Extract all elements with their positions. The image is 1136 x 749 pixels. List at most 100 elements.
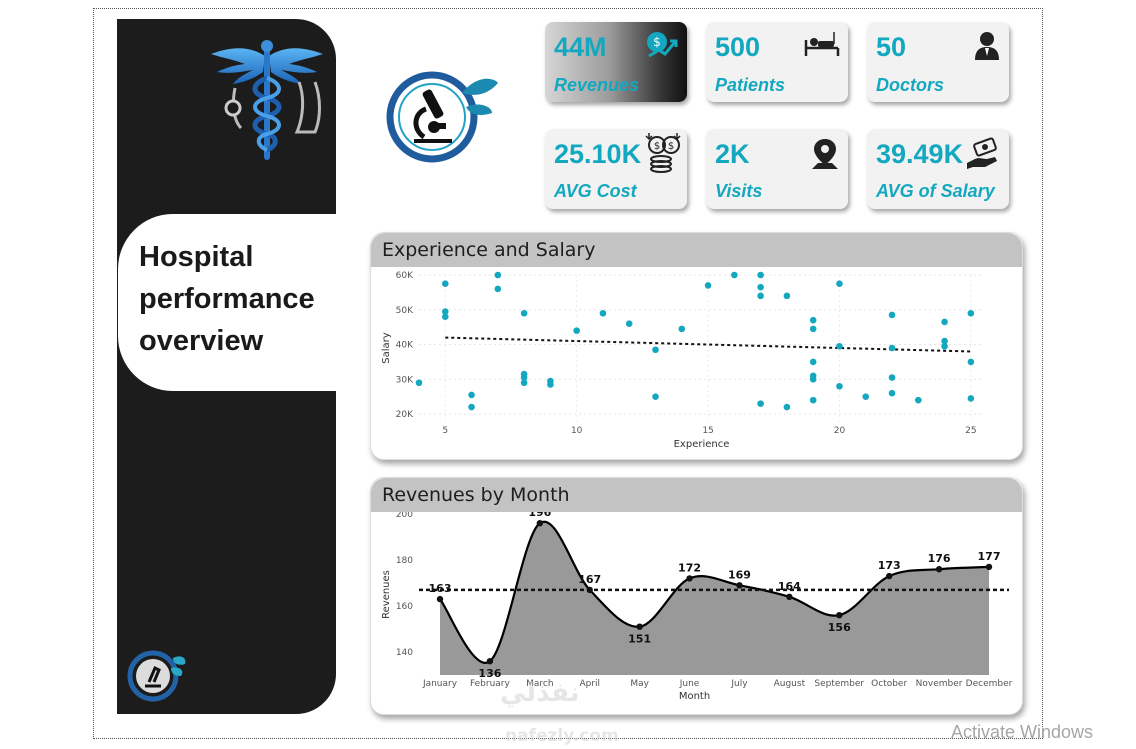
hospital-logo-small (127, 650, 186, 702)
kpi-value: 39.49K (876, 139, 964, 169)
scatter-point (967, 395, 975, 402)
scatter-point (809, 316, 817, 324)
scatter-point (783, 403, 791, 411)
x-tick-label: November (916, 679, 963, 689)
x-tick-label: June (679, 679, 700, 689)
scatter-point (862, 393, 870, 400)
kpi-label: Doctors (876, 75, 945, 95)
scatter-point (757, 271, 764, 279)
data-point (486, 658, 494, 665)
scatter-point (731, 271, 738, 279)
data-label: 151 (628, 633, 651, 646)
data-point (686, 575, 693, 582)
data-point (536, 520, 544, 527)
kpi-patients: 500 Patients (706, 22, 848, 102)
scatter-point (836, 382, 843, 390)
revenues-month-title: Revenues by Month (382, 484, 570, 506)
scatter-point (809, 358, 817, 366)
kpi-label: AVG Cost (554, 181, 637, 201)
y-tick-label: 30K (396, 375, 414, 385)
scatter-point (941, 337, 948, 345)
x-tick-label: 25 (965, 426, 976, 436)
data-point (786, 593, 793, 600)
scatter-point (468, 391, 475, 399)
x-tick-label: March (526, 679, 553, 689)
scatter-point (704, 282, 712, 289)
scatter-point (967, 309, 975, 317)
x-tick-label: 20 (834, 426, 846, 436)
svg-text:$: $ (654, 141, 660, 152)
data-label: 177 (978, 550, 1001, 563)
scatter-point (520, 379, 528, 387)
kpi-avg-salary: 39.49K AVG of Salary (867, 129, 1009, 209)
data-label: 156 (828, 621, 851, 634)
scatter-point (809, 396, 817, 404)
data-point (586, 586, 593, 594)
kpi-value: 50 (876, 32, 907, 62)
scatter-point (652, 393, 659, 400)
x-tick-label: 5 (442, 426, 448, 436)
data-label: 176 (928, 552, 951, 565)
kpi-label: Revenues (554, 75, 640, 95)
salary-hand-icon (967, 137, 997, 169)
scatter-point (941, 342, 948, 350)
data-point (836, 612, 843, 619)
x-tick-label: 10 (571, 426, 583, 436)
trend-line (445, 336, 971, 353)
x-tick-label: May (630, 679, 649, 689)
experience-salary-chart: 20K 30K 40K 50K 60K 5 10 15 20 25 Experience Salary (381, 271, 984, 450)
scatter-point (888, 344, 896, 352)
data-label: 173 (878, 559, 901, 572)
kpi-value: 25.10K (554, 139, 642, 169)
scatter-point (757, 292, 764, 300)
data-label: 167 (578, 573, 601, 586)
x-tick-label: July (730, 679, 748, 689)
scatter-point (415, 379, 423, 387)
data-label: 169 (728, 568, 751, 581)
kpi-doctors: 50 Doctors (867, 22, 1009, 102)
scatter-point (836, 342, 843, 350)
data-point (935, 566, 943, 573)
y-tick-label: 160 (396, 602, 413, 612)
y-tick-label: 20K (396, 410, 414, 420)
x-tick-label: September (814, 679, 864, 689)
title-line-1: Hospital (139, 241, 254, 273)
watermark-site: nafezly.com (505, 726, 619, 746)
scatter-point (915, 396, 922, 404)
x-axis-label: Experience (674, 439, 730, 450)
map-pin-icon (812, 139, 838, 169)
kpi-revenues: 44M Revenues $ (545, 22, 687, 102)
scatter-point (652, 346, 659, 354)
experience-salary-title: Experience and Salary (382, 239, 596, 261)
data-label: 163 (429, 582, 452, 595)
scatter-point (757, 400, 764, 407)
activate-windows-watermark: Activate Windows (951, 722, 1094, 742)
scatter-point (468, 403, 475, 411)
scatter-point (888, 374, 896, 381)
y-tick-label: 180 (396, 556, 413, 566)
y-tick-label: 60K (396, 271, 414, 281)
doctor-icon (975, 32, 999, 60)
y-tick-label: 200 (396, 510, 413, 520)
experience-salary-panel: 20K 30K 40K 50K 60K 5 10 15 20 25 Experience Salary… (370, 232, 1023, 460)
scatter-point (967, 358, 975, 366)
scatter-point (888, 389, 896, 397)
watermark-arabic: نفذلي (500, 678, 580, 708)
y-tick-label: 40K (396, 341, 414, 351)
x-tick-label: October (871, 679, 907, 689)
scatter-point (547, 381, 554, 388)
x-tick-label: December (966, 679, 1013, 689)
x-tick-label: 15 (702, 426, 713, 436)
y-axis-label: Revenues (381, 570, 392, 619)
scatter-point (573, 327, 580, 334)
scatter-point (783, 292, 791, 300)
kpi-value: 44M (554, 32, 607, 62)
hospital-bed-icon (804, 32, 840, 56)
data-point (636, 623, 643, 630)
svg-text:$: $ (653, 35, 661, 49)
data-point (885, 572, 893, 580)
kpi-avg-cost: 25.10K AVG Cost $ $ (545, 129, 687, 209)
scatter-point (441, 308, 449, 315)
data-point (436, 595, 444, 603)
